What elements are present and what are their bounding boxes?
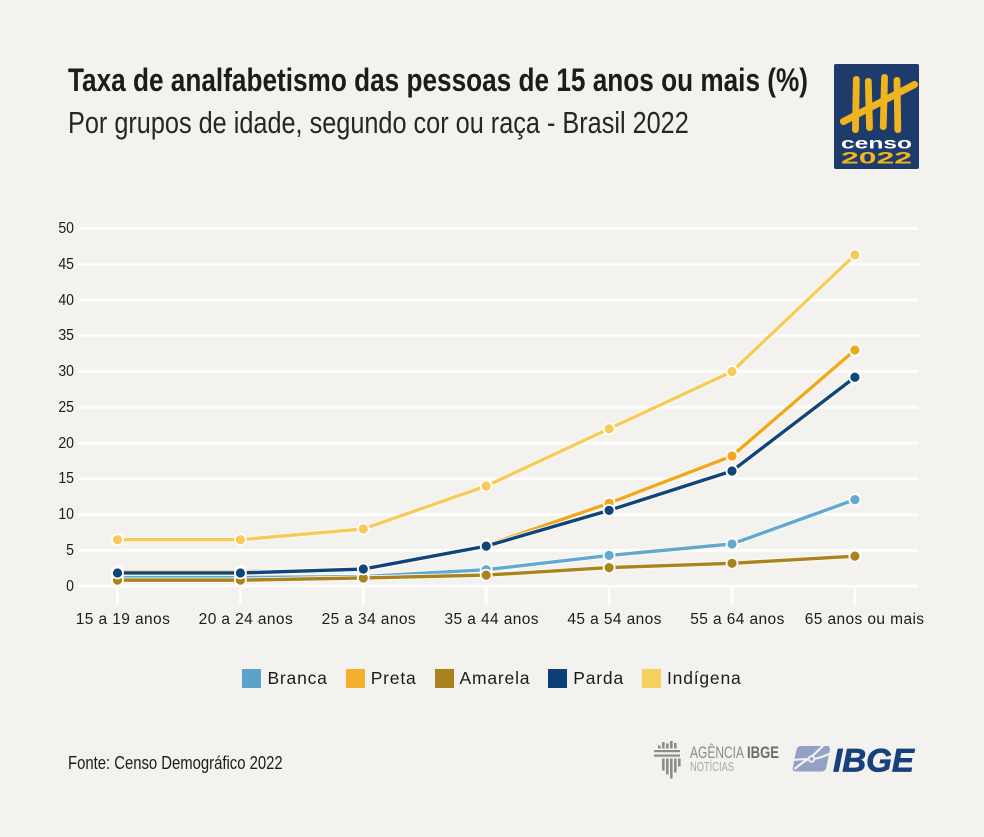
svg-text:2022: 2022: [841, 149, 912, 168]
svg-text:IBGE: IBGE: [747, 743, 779, 762]
svg-text:AGÊNCIA: AGÊNCIA: [690, 743, 744, 762]
svg-text:NOTÍCIAS: NOTÍCIAS: [690, 759, 734, 774]
svg-text:IBGE: IBGE: [833, 743, 916, 778]
svg-text:censo: censo: [841, 136, 912, 153]
